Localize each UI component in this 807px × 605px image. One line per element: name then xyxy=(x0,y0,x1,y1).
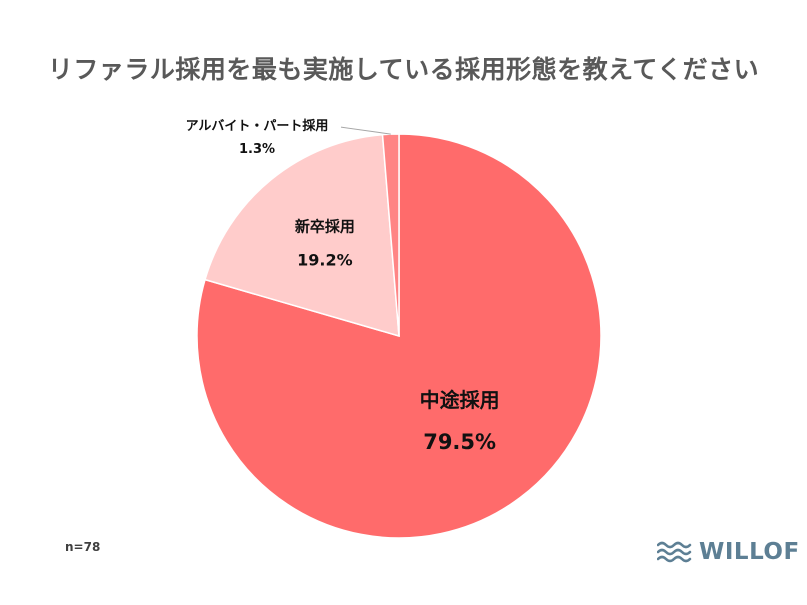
pie-slice xyxy=(381,133,400,337)
willof-logo: WILLOF xyxy=(657,536,800,568)
slice-category-label: 新卒採用 xyxy=(295,217,355,235)
slice-value-label: 79.5% xyxy=(423,430,496,454)
pie-labels: 中途採用 79.5% 新卒採用 19.2% アルバイト・パート採用 1.3% xyxy=(186,118,500,454)
pie-slices xyxy=(196,133,602,539)
leader-line xyxy=(340,126,391,135)
slice-value-label: 19.2% xyxy=(297,250,353,269)
wave-icon xyxy=(657,541,692,563)
slice-category-label: アルバイト・パート採用 xyxy=(186,118,329,134)
chart-title: リファラル採用を最も実施している採用形態を教えてください xyxy=(47,55,760,84)
logo-text: WILLOF xyxy=(699,539,800,565)
slice-value-label: 1.3% xyxy=(239,142,275,157)
pie-slice xyxy=(204,133,400,338)
sample-size-note: n=78 xyxy=(65,540,101,554)
slice-category-label: 中途採用 xyxy=(420,388,500,412)
